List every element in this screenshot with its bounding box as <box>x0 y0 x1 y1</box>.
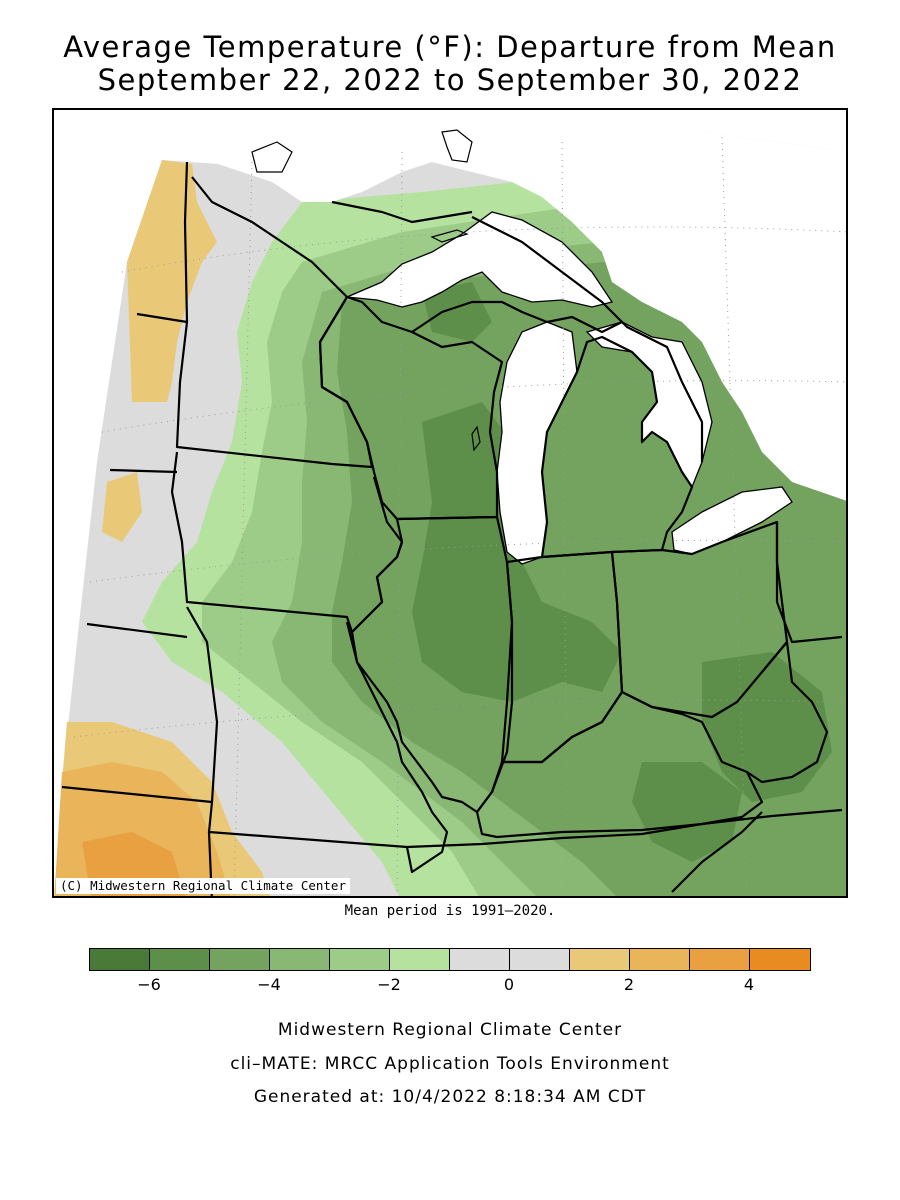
below-normal-zone-8 <box>422 282 492 342</box>
legend-swatch <box>330 949 390 970</box>
michigan-upper-outline <box>411 300 623 334</box>
legend-tick-label: −2 <box>377 975 401 994</box>
canada-border <box>331 200 473 224</box>
lake-superior <box>346 211 614 308</box>
kansas-border <box>61 785 213 804</box>
michigan-canada-border <box>471 216 704 462</box>
below-normal-zone-7 <box>632 762 742 862</box>
footer-generated-timestamp: Generated at: 10/4/2022 8:18:34 AM CDT <box>253 1087 647 1107</box>
west-virginia-border <box>746 640 829 784</box>
legend-swatch <box>690 949 750 970</box>
footer-tool: cli–MATE: MRCC Application Tools Environ… <box>230 1054 670 1074</box>
legend-swatch <box>750 949 810 970</box>
lake-ontario-area <box>402 132 846 501</box>
above-normal-zone-central <box>102 472 142 542</box>
graticule <box>73 136 846 896</box>
legend-tick-label: 2 <box>623 975 635 994</box>
state-boundaries <box>61 161 843 896</box>
map-date-range: September 22, 2022 to September 30, 2022 <box>97 63 803 97</box>
legend-swatch <box>630 949 690 970</box>
legend-tick-label: −4 <box>257 975 281 994</box>
legend-swatch <box>270 949 330 970</box>
legend-color-bar <box>89 948 811 971</box>
legend-swatch <box>150 949 210 970</box>
isle-royale <box>251 129 481 452</box>
map-credit: (C) Midwestern Regional Climate Center <box>56 878 350 894</box>
map-panel: (C) Midwestern Regional Climate Center <box>52 108 848 898</box>
illinois-outline <box>350 515 514 814</box>
color-scale-legend: −6 −4 −2 0 2 4 <box>89 948 811 996</box>
legend-tick-label: −6 <box>137 975 161 994</box>
above-normal-zone-north <box>127 160 217 402</box>
legend-swatch <box>390 949 450 970</box>
legend-tick-label: 4 <box>743 975 755 994</box>
legend-swatch <box>510 949 570 970</box>
michigan-lower-outline <box>540 335 694 559</box>
legend-swatch <box>570 949 630 970</box>
nebraska-border <box>86 622 188 639</box>
south-dakota-border <box>109 468 178 474</box>
missouri-outline <box>186 606 449 874</box>
pennsylvania-border <box>775 522 843 644</box>
map-title: Average Temperature (°F): Departure from… <box>63 30 837 64</box>
legend-tick-label: 0 <box>503 975 515 994</box>
tennessee-border <box>406 808 843 849</box>
legend-swatch <box>450 949 510 970</box>
north-dakota-border <box>136 312 188 324</box>
temperature-departure-map <box>54 110 846 896</box>
appalachian-border <box>671 811 763 893</box>
footer-organization: Midwestern Regional Climate Center <box>277 1020 623 1040</box>
legend-swatch <box>210 949 270 970</box>
mean-period-note: Mean period is 1991–2020. <box>344 903 556 919</box>
legend-swatch <box>90 949 150 970</box>
